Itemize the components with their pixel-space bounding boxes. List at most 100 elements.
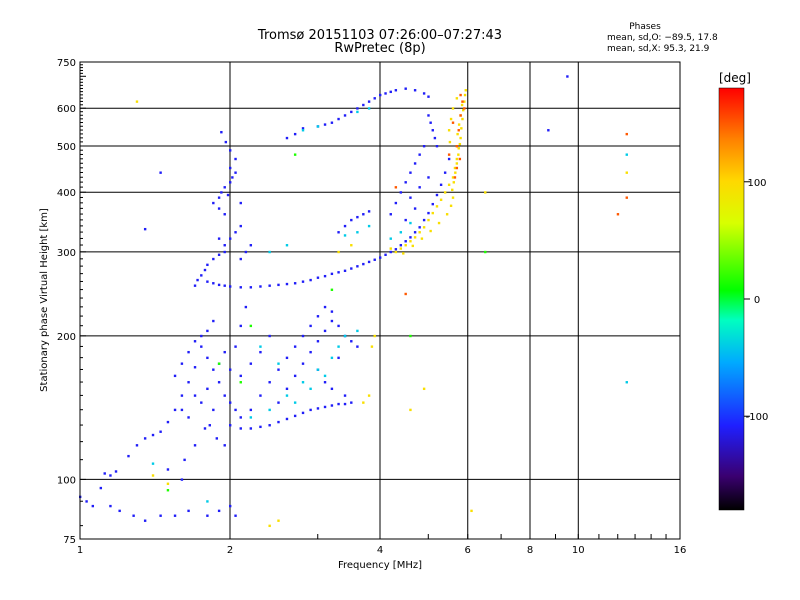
data-point	[373, 97, 376, 100]
data-point	[402, 252, 405, 255]
data-point	[337, 356, 340, 360]
data-point	[193, 394, 197, 397]
data-point	[239, 324, 242, 328]
data-point	[193, 366, 197, 369]
data-point	[547, 129, 550, 132]
data-point	[309, 350, 312, 354]
data-point	[429, 229, 432, 233]
data-point	[455, 144, 459, 148]
data-point	[447, 153, 451, 156]
data-point	[206, 500, 209, 503]
data-point	[293, 132, 297, 136]
data-point	[239, 286, 242, 289]
data-point	[268, 334, 271, 338]
data-point	[443, 191, 447, 194]
data-point	[99, 486, 103, 490]
data-point	[259, 350, 262, 354]
y-axis-label: Stationary phase Virtual Height [km]	[39, 208, 50, 392]
data-point	[229, 149, 232, 152]
data-point	[367, 210, 371, 213]
data-point	[323, 405, 327, 409]
data-point	[356, 110, 359, 114]
data-point	[193, 340, 197, 343]
x-tick-label: 2	[227, 545, 233, 556]
data-point	[293, 374, 297, 378]
data-point	[285, 394, 289, 397]
data-point	[343, 394, 347, 397]
data-point	[203, 427, 207, 430]
data-point	[409, 221, 412, 225]
data-point	[356, 107, 359, 110]
data-point	[220, 191, 223, 194]
data-point	[566, 75, 569, 78]
data-point	[404, 240, 407, 243]
data-point	[187, 350, 190, 354]
data-point	[212, 408, 215, 412]
data-point	[457, 147, 460, 150]
data-point	[239, 427, 242, 430]
data-point	[625, 171, 628, 174]
data-point	[435, 193, 439, 197]
y-tick-label: 400	[57, 188, 76, 199]
data-point	[367, 260, 371, 264]
data-point	[217, 253, 221, 256]
data-point	[217, 237, 221, 240]
data-point	[439, 198, 443, 202]
data-point	[217, 381, 221, 384]
grid-lines	[80, 62, 680, 539]
data-point	[350, 401, 353, 404]
data-point	[367, 394, 371, 397]
data-point	[249, 286, 253, 289]
data-point	[343, 114, 347, 117]
data-point	[404, 87, 407, 90]
data-point	[458, 142, 462, 146]
data-point	[404, 244, 407, 247]
data-point	[173, 408, 177, 412]
data-point	[187, 416, 190, 419]
data-point	[239, 374, 242, 378]
data-point	[399, 247, 403, 250]
colorbar-tick-label: 100	[747, 178, 766, 189]
data-point	[234, 408, 237, 412]
data-point	[418, 231, 421, 234]
data-point	[337, 271, 340, 274]
data-point	[323, 374, 327, 378]
data-point	[316, 368, 320, 371]
data-point	[180, 394, 184, 397]
data-point	[463, 107, 466, 110]
data-point	[208, 424, 211, 427]
data-point	[418, 153, 421, 156]
data-point	[457, 153, 460, 156]
x-tick-label: 16	[674, 545, 687, 556]
colorbar-tick-label: 0	[754, 295, 760, 306]
data-point	[427, 218, 430, 222]
data-point	[173, 514, 177, 517]
data-point	[625, 132, 628, 136]
data-point	[330, 319, 334, 323]
data-point	[411, 244, 414, 248]
data-point	[206, 280, 209, 283]
data-point	[384, 92, 387, 95]
data-point	[439, 183, 443, 186]
data-point	[268, 424, 271, 427]
data-point	[409, 196, 412, 199]
data-point	[350, 267, 353, 270]
data-point	[453, 166, 457, 170]
colorbar-label: [deg]	[719, 71, 751, 85]
colorbar-ticks: 100 0 -100	[744, 178, 768, 423]
data-point	[285, 136, 289, 140]
data-point	[463, 93, 467, 97]
data-point	[435, 205, 439, 208]
y-axis-ticks: 75 100 200 300 400 500 600 750	[57, 58, 86, 546]
data-point	[337, 250, 340, 254]
data-point	[229, 181, 232, 184]
data-point	[193, 284, 197, 287]
x-tick-label: 8	[527, 545, 533, 556]
data-point	[239, 201, 242, 205]
data-point	[337, 345, 340, 348]
data-point	[223, 250, 226, 254]
data-point	[239, 381, 242, 384]
data-point	[203, 268, 207, 272]
data-point	[455, 166, 459, 170]
data-point	[223, 350, 226, 354]
